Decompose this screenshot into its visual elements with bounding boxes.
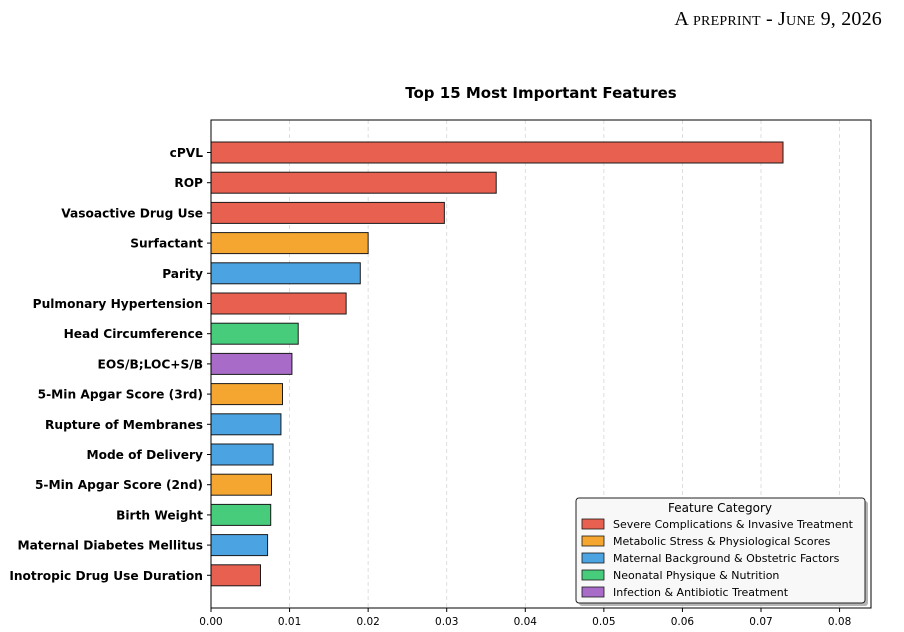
legend-label: Neonatal Physique & Nutrition <box>613 569 779 582</box>
running-head-text: A preprint - June 9, 2026 <box>674 8 882 30</box>
y-tick-label: EOS/B;LOC+S/B <box>98 357 203 371</box>
y-tick-label: Mode of Delivery <box>86 448 203 462</box>
legend-entries: Severe Complications & Invasive Treatmen… <box>581 518 854 599</box>
bar <box>210 262 361 285</box>
x-tick-label: 0.01 <box>278 616 301 628</box>
legend-swatch <box>581 586 605 598</box>
x-tick-label: 0.05 <box>592 616 615 628</box>
y-tick-label: Rupture of Membranes <box>45 418 203 432</box>
x-tick-label: 0.02 <box>356 616 379 628</box>
y-tick-label: Parity <box>162 267 203 281</box>
running-head: A preprint - June 9, 2026 <box>674 8 882 31</box>
y-tick-label: Inotropic Drug Use Duration <box>9 569 203 583</box>
legend-label: Maternal Background & Obstetric Factors <box>613 552 840 565</box>
legend-swatch <box>581 569 605 581</box>
x-tick-label: 0.06 <box>671 616 695 628</box>
legend-label: Severe Complications & Invasive Treatmen… <box>613 518 854 531</box>
legend-box <box>575 497 866 604</box>
bar <box>210 443 274 466</box>
y-tick-label: 5-Min Apgar Score (2nd) <box>35 478 203 492</box>
y-tick-label: Pulmonary Hypertension <box>33 297 203 311</box>
bar <box>210 171 497 194</box>
legend-label: Infection & Antibiotic Treatment <box>613 586 789 599</box>
y-tick-label: 5-Min Apgar Score (3rd) <box>38 388 203 402</box>
chart-title: Top 15 Most Important Features <box>405 84 677 102</box>
y-tick-label: Head Circumference <box>64 327 203 341</box>
x-tick-label: 0.07 <box>749 616 772 628</box>
bar <box>210 201 445 224</box>
plot-frame <box>210 119 872 609</box>
bar <box>210 322 299 345</box>
legend-label: Metabolic Stress & Physiological Scores <box>613 535 831 548</box>
y-tick-label: Surfactant <box>130 237 203 251</box>
x-tick-label: 0.04 <box>514 616 538 628</box>
bar <box>210 232 369 255</box>
legend-swatch <box>581 552 605 564</box>
bar <box>210 473 272 496</box>
y-tick-label: ROP <box>174 176 203 190</box>
bar <box>210 141 784 164</box>
x-tick-label: 0.00 <box>199 616 222 628</box>
bar <box>210 564 261 587</box>
y-tick-label: Birth Weight <box>116 508 203 522</box>
legend-title: Feature Category <box>668 501 772 515</box>
legend: Feature Category Severe Complications & … <box>575 497 868 606</box>
x-tick-label: 0.08 <box>828 616 851 628</box>
legend-swatch <box>581 535 605 547</box>
bar <box>210 534 269 557</box>
y-tick-label: cPVL <box>170 146 204 160</box>
bar <box>210 352 293 375</box>
x-tick-label: 0.03 <box>435 616 458 628</box>
bar <box>210 413 282 436</box>
x-tick-labels: 0.00 0.01 0.02 0.03 0.04 0.05 0.06 0.07 0.08 <box>199 608 851 628</box>
legend-swatch <box>581 518 605 530</box>
bar <box>210 503 272 526</box>
y-tick-label: Vasoactive Drug Use <box>61 206 203 220</box>
bar <box>210 292 347 315</box>
bars <box>210 141 784 587</box>
bar <box>210 383 283 406</box>
y-tick-labels: cPVL ROP Vasoactive Drug Use Surfactant Pari… <box>9 146 211 583</box>
y-tick-label: Maternal Diabetes Mellitus <box>17 539 203 553</box>
